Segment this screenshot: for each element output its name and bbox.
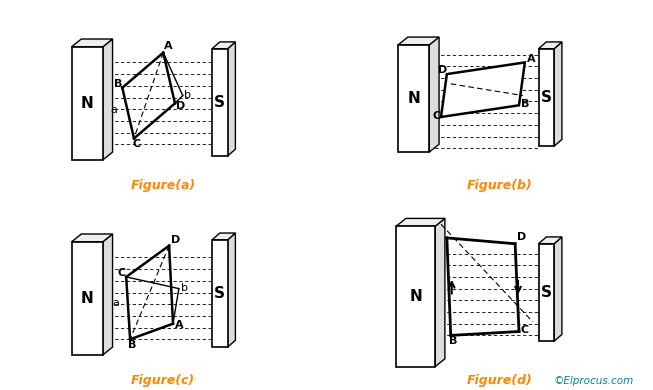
Text: B: B	[521, 99, 530, 109]
Text: a: a	[112, 298, 119, 308]
Polygon shape	[539, 244, 554, 341]
Polygon shape	[212, 49, 228, 156]
Text: Figure(a): Figure(a)	[131, 179, 196, 192]
Text: b: b	[184, 89, 191, 99]
Text: C: C	[521, 325, 529, 335]
Polygon shape	[72, 47, 103, 160]
Text: Figure(d): Figure(d)	[467, 374, 532, 387]
Polygon shape	[212, 240, 228, 347]
Text: S: S	[541, 90, 552, 105]
Polygon shape	[539, 42, 562, 49]
Text: A: A	[175, 319, 183, 330]
Polygon shape	[554, 42, 562, 146]
Polygon shape	[435, 218, 445, 367]
Text: S: S	[541, 285, 552, 300]
Polygon shape	[72, 242, 103, 355]
Text: ©Elprocus.com: ©Elprocus.com	[553, 376, 633, 386]
Text: A: A	[164, 41, 173, 51]
Polygon shape	[396, 226, 435, 367]
Text: N: N	[407, 91, 420, 106]
Text: S: S	[214, 95, 225, 110]
Polygon shape	[103, 234, 112, 355]
Text: D: D	[438, 65, 447, 75]
Text: C: C	[432, 111, 440, 121]
Text: Figure(b): Figure(b)	[467, 179, 532, 192]
Polygon shape	[72, 234, 112, 242]
Text: Figure(c): Figure(c)	[131, 374, 195, 387]
Polygon shape	[441, 62, 525, 117]
Text: C: C	[132, 139, 140, 149]
Text: C: C	[118, 268, 125, 278]
Polygon shape	[212, 233, 235, 240]
Text: A: A	[527, 54, 535, 64]
Text: N: N	[409, 289, 422, 304]
Polygon shape	[398, 45, 429, 152]
Polygon shape	[212, 42, 235, 49]
Polygon shape	[72, 39, 112, 47]
Text: D: D	[517, 232, 526, 242]
Text: D: D	[170, 235, 180, 245]
Polygon shape	[539, 237, 562, 244]
Text: B: B	[449, 336, 457, 346]
Polygon shape	[228, 233, 235, 347]
Polygon shape	[103, 39, 112, 160]
Polygon shape	[554, 237, 562, 341]
Polygon shape	[398, 37, 439, 45]
Polygon shape	[396, 218, 445, 226]
Text: N: N	[81, 96, 93, 111]
Text: a: a	[110, 105, 118, 115]
Text: D: D	[176, 101, 185, 111]
Polygon shape	[228, 42, 235, 156]
Text: B: B	[128, 340, 136, 350]
Text: b: b	[181, 282, 188, 292]
Text: S: S	[214, 286, 225, 301]
Polygon shape	[429, 37, 439, 152]
Text: B: B	[114, 79, 122, 89]
Polygon shape	[539, 49, 554, 146]
Text: N: N	[81, 291, 93, 306]
